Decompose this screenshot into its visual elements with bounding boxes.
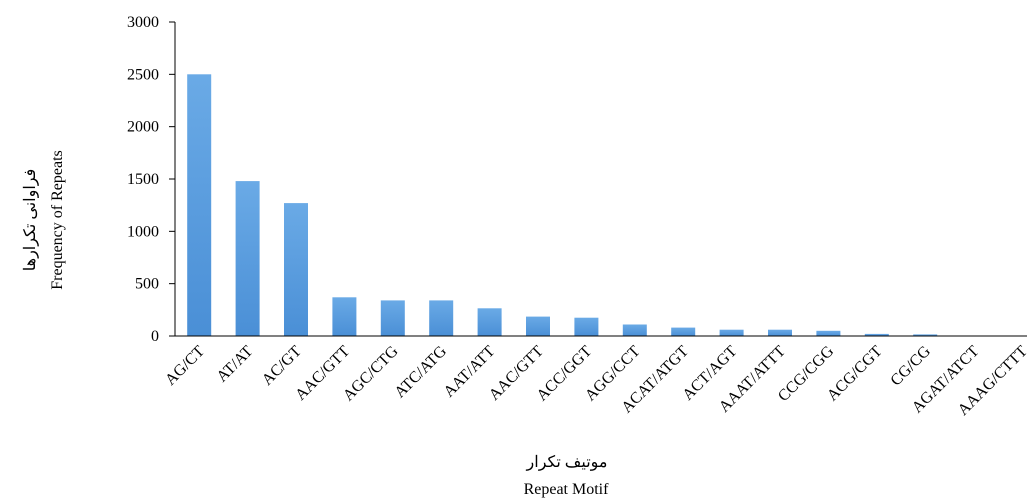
y-tick-label: 3000 (127, 14, 159, 31)
bar (864, 333, 889, 336)
x-tick-label: AG/CT (162, 343, 208, 389)
bar (671, 327, 696, 336)
bar (332, 297, 357, 336)
bar (477, 308, 502, 336)
y-axis-title-en: Frequency of Repeats (49, 150, 66, 290)
bar (913, 334, 938, 336)
bar (429, 300, 454, 336)
x-tick-label: AC/GT (259, 343, 305, 389)
x-axis-title-en: Repeat Motif (524, 481, 610, 498)
x-axis-title-fa: موتیف تکرار (526, 454, 608, 471)
y-tick-label: 1500 (127, 171, 159, 188)
y-tick-label: 1000 (127, 223, 159, 240)
y-tick-label: 0 (151, 328, 159, 345)
bar (187, 74, 212, 337)
bar (719, 329, 744, 336)
y-tick-label: 500 (135, 276, 159, 293)
bar (526, 316, 550, 336)
x-tick-label: AT/AT (214, 343, 257, 386)
bar (235, 181, 260, 336)
bar (622, 324, 647, 336)
bar (816, 330, 841, 336)
bar (284, 203, 308, 336)
y-tick-label: 2000 (127, 119, 159, 136)
y-axis-ticks: 0 500 1000 1500 2000 2500 3000 (127, 14, 175, 345)
x-tick-label: ATC/ATG (391, 342, 450, 401)
x-tick-label: CG/CG (887, 342, 934, 389)
y-tick-label: 2500 (127, 66, 159, 83)
bar (574, 317, 599, 336)
bar (768, 329, 792, 336)
x-axis-ticks: AG/CT AT/AT AC/GTAAC/GTTAGC/CTGATC/ATGAAT/… (162, 342, 1027, 418)
bars-group (187, 74, 1027, 337)
y-axis-title-fa: فراوانی تکرارها (22, 169, 39, 271)
bar (380, 300, 405, 336)
